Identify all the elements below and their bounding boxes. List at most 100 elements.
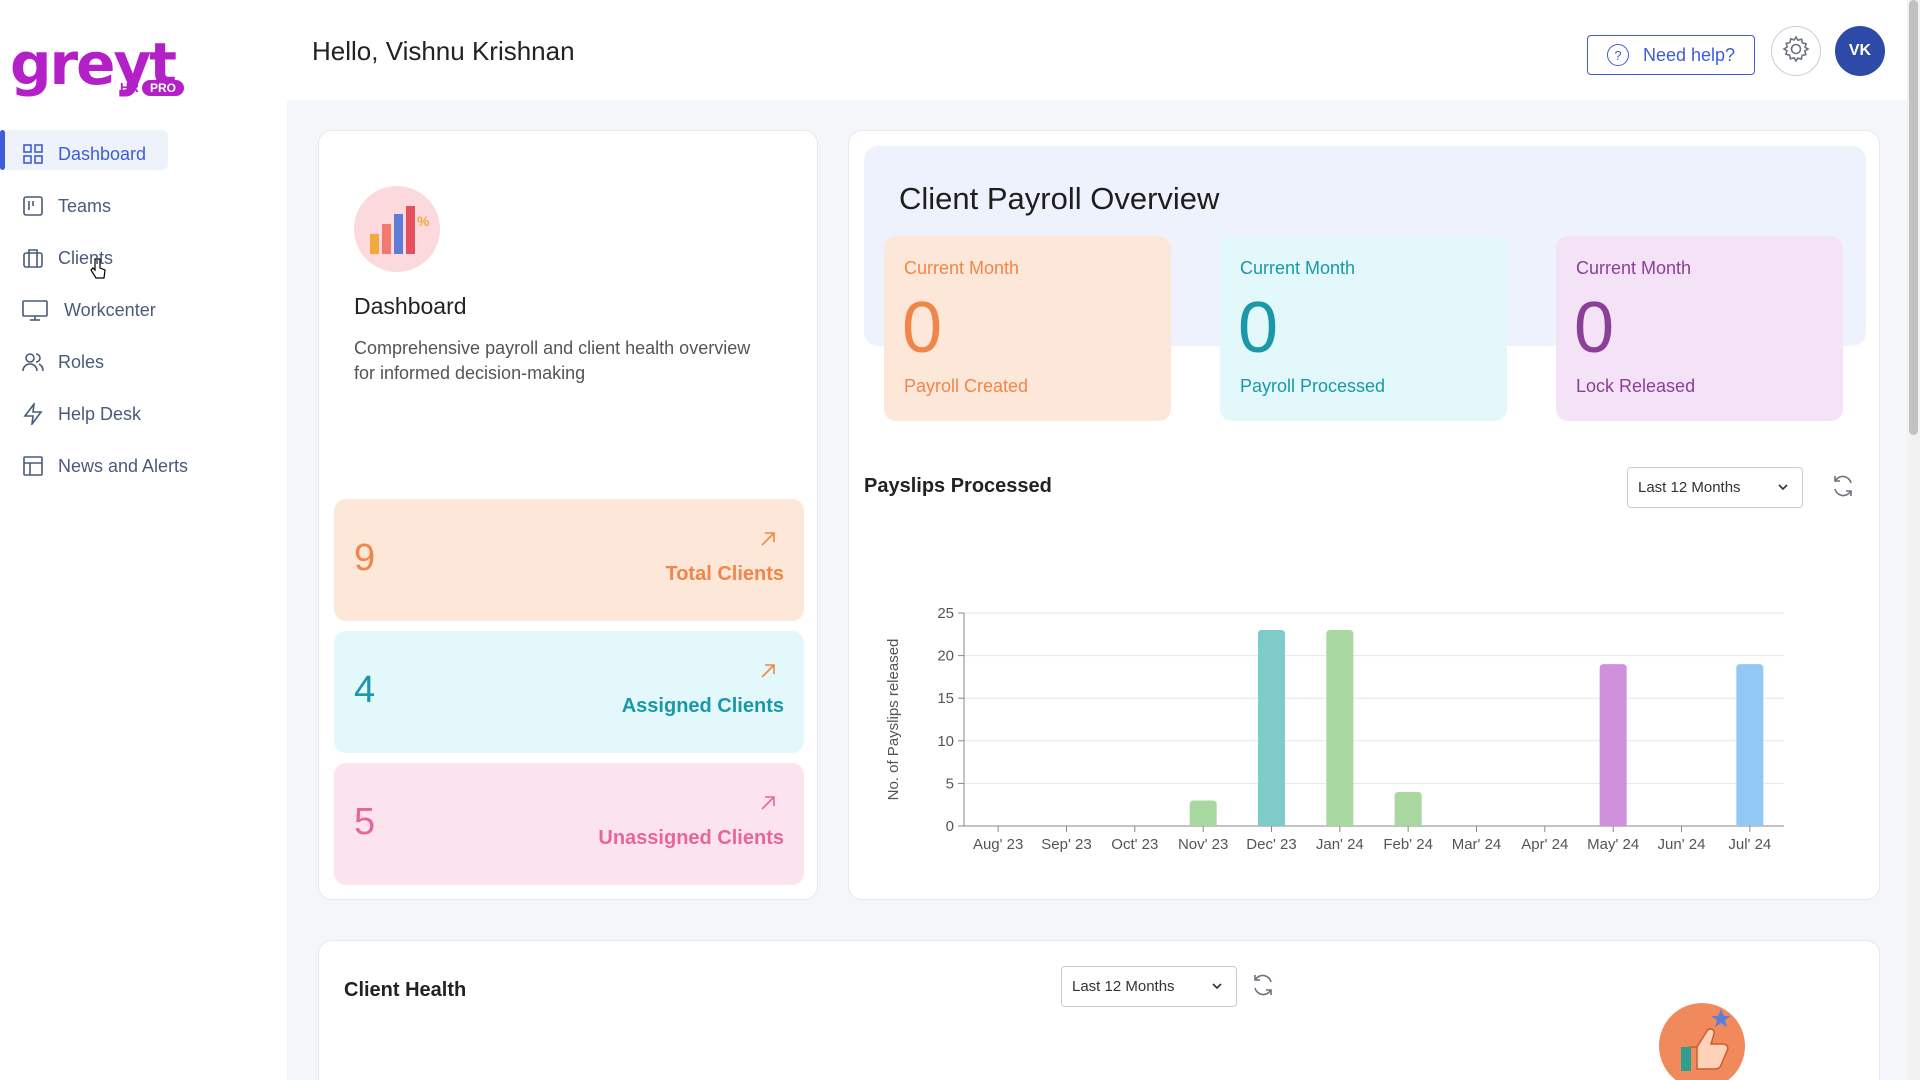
x-tick-label: May' 24 <box>1587 836 1639 853</box>
greythr-logo[interactable]: greyt HR PRO <box>10 24 200 104</box>
arrow-up-right-icon <box>758 529 778 549</box>
svg-text:%: % <box>417 213 430 229</box>
bar-may-24 <box>1599 664 1627 826</box>
payroll-processed-card: Current Month 0 Payroll Processed <box>1220 236 1507 421</box>
metric-value: 0 <box>902 288 943 368</box>
metric-label: Payroll Created <box>904 376 1029 396</box>
bar-feb-24 <box>1394 791 1422 826</box>
dashboard-summary-card: % Dashboard Comprehensive payroll and cl… <box>318 130 818 900</box>
client-health-refresh-button[interactable] <box>1249 973 1277 1001</box>
gear-icon <box>1781 34 1811 69</box>
x-tick-label: Apr' 24 <box>1521 836 1568 853</box>
need-help-label: Need help? <box>1642 44 1736 65</box>
scrollbar-thumb[interactable] <box>1909 0 1918 435</box>
total-clients-card[interactable]: 9 Total Clients <box>334 499 804 621</box>
payslips-period-select[interactable]: Last 12 Months <box>1627 467 1803 508</box>
top-bar: Hello, Vishnu Krishnan ? Need help? VK <box>287 0 1920 100</box>
sidebar-item-label: Workcenter <box>64 299 156 320</box>
sidebar-item-label: News and Alerts <box>58 455 189 476</box>
payslips-processed-title: Payslips Processed <box>864 475 1052 497</box>
mouse-cursor-icon <box>90 258 106 285</box>
sidebar-item-help-desk[interactable]: Help Desk <box>0 388 287 440</box>
question-icon: ? <box>1606 44 1629 66</box>
bar-dec-23 <box>1258 630 1285 826</box>
unassigned-clients-card[interactable]: 5 Unassigned Clients <box>334 763 804 885</box>
users-icon <box>22 351 44 373</box>
sidebar-nav: Dashboard Teams Clients Workcenter Roles <box>0 128 287 492</box>
settings-button[interactable] <box>1771 26 1821 76</box>
metric-value: 0 <box>1574 288 1615 368</box>
chevron-down-icon <box>1776 480 1790 498</box>
grid-icon <box>22 143 44 165</box>
y-tick-label: 10 <box>937 733 954 750</box>
y-tick-label: 5 <box>946 775 954 792</box>
sidebar-item-label: Clients <box>58 247 114 268</box>
x-tick-label: Jan' 24 <box>1316 836 1364 853</box>
sidebar-item-label: Teams <box>58 195 112 216</box>
sidebar-item-news-and-alerts[interactable]: News and Alerts <box>0 440 287 492</box>
lightning-icon <box>22 403 44 425</box>
bar-nov-23 <box>1189 800 1217 826</box>
x-tick-label: Jul' 24 <box>1728 836 1771 853</box>
client-health-period-select[interactable]: Last 12 Months <box>1061 966 1237 1007</box>
x-tick-label: Oct' 23 <box>1111 836 1158 853</box>
x-tick-label: Jun' 24 <box>1658 836 1706 853</box>
main-content: % Dashboard Comprehensive payroll and cl… <box>287 100 1907 1080</box>
stat-value: 4 <box>354 669 376 711</box>
layout-icon <box>22 455 44 477</box>
sidebar-item-teams[interactable]: Teams <box>0 180 287 232</box>
bar-jan-24 <box>1326 630 1354 826</box>
y-tick-label: 25 <box>937 605 954 622</box>
x-tick-label: Nov' 23 <box>1178 836 1228 853</box>
client-health-title: Client Health <box>344 979 467 1001</box>
monitor-icon <box>22 299 48 321</box>
payslips-bar-chart: 0 5 10 15 20 25 No. of Payslips released Aug' 2… <box>885 605 1784 853</box>
chevron-down-icon <box>1210 979 1224 997</box>
x-tick-label: Aug' 23 <box>973 836 1023 853</box>
payroll-created-card: Current Month 0 Payroll Created <box>884 236 1171 421</box>
x-tick-label: Sep' 23 <box>1041 836 1091 853</box>
sidebar-item-dashboard[interactable]: Dashboard <box>0 128 287 180</box>
period-label: Current Month <box>1240 258 1356 278</box>
client-health-card: Client Health Last 12 Months <box>318 940 1880 1080</box>
period-label: Current Month <box>904 258 1020 278</box>
metric-value: 0 <box>1238 288 1279 368</box>
sidebar-item-clients[interactable]: Clients <box>0 232 287 284</box>
select-value: Last 12 Months <box>1072 978 1175 995</box>
payroll-overview-card: Client Payroll Overview Current Month 0 … <box>848 130 1880 900</box>
y-tick-label: 15 <box>937 690 954 707</box>
assigned-clients-card[interactable]: 4 Assigned Clients <box>334 631 804 753</box>
arrow-up-right-icon <box>758 793 778 813</box>
sidebar: greyt HR PRO Dashboard Teams Clients <box>0 0 287 1080</box>
briefcase-icon <box>22 247 44 269</box>
overview-title: Client Payroll Overview <box>899 181 1220 216</box>
sidebar-item-label: Roles <box>58 351 105 372</box>
payslips-refresh-button[interactable] <box>1829 474 1857 502</box>
metric-label: Lock Released <box>1576 376 1696 396</box>
sidebar-item-label: Dashboard <box>58 143 147 164</box>
y-tick-label: 0 <box>946 818 954 835</box>
sidebar-item-roles[interactable]: Roles <box>0 336 287 388</box>
sidebar-item-workcenter[interactable]: Workcenter <box>0 284 287 336</box>
lock-released-card: Current Month 0 Lock Released <box>1556 236 1843 421</box>
x-tick-label: Feb' 24 <box>1383 836 1433 853</box>
period-label: Current Month <box>1576 258 1692 278</box>
metric-label: Payroll Processed <box>1240 376 1386 396</box>
logo-pro-badge: PRO <box>142 80 185 96</box>
bar-chart-illustration-icon: % <box>354 186 440 272</box>
logo-hr: HR <box>120 80 139 95</box>
x-tick-label: Mar' 24 <box>1452 836 1502 853</box>
refresh-icon <box>1830 473 1856 504</box>
stat-value: 9 <box>354 537 376 579</box>
stat-label: Assigned Clients <box>621 695 784 717</box>
sidebar-item-label: Help Desk <box>58 403 142 424</box>
select-value: Last 12 Months <box>1638 479 1741 496</box>
bar-jul-24 <box>1736 664 1764 826</box>
y-axis-label: No. of Payslips released <box>885 639 902 801</box>
page-scrollbar[interactable] <box>1907 0 1920 1080</box>
need-help-button[interactable]: ? Need help? <box>1587 35 1755 75</box>
dashboard-card-title: Dashboard <box>354 293 467 319</box>
stat-value: 5 <box>354 801 376 843</box>
avatar[interactable]: VK <box>1835 26 1885 76</box>
x-tick-label: Dec' 23 <box>1246 836 1296 853</box>
